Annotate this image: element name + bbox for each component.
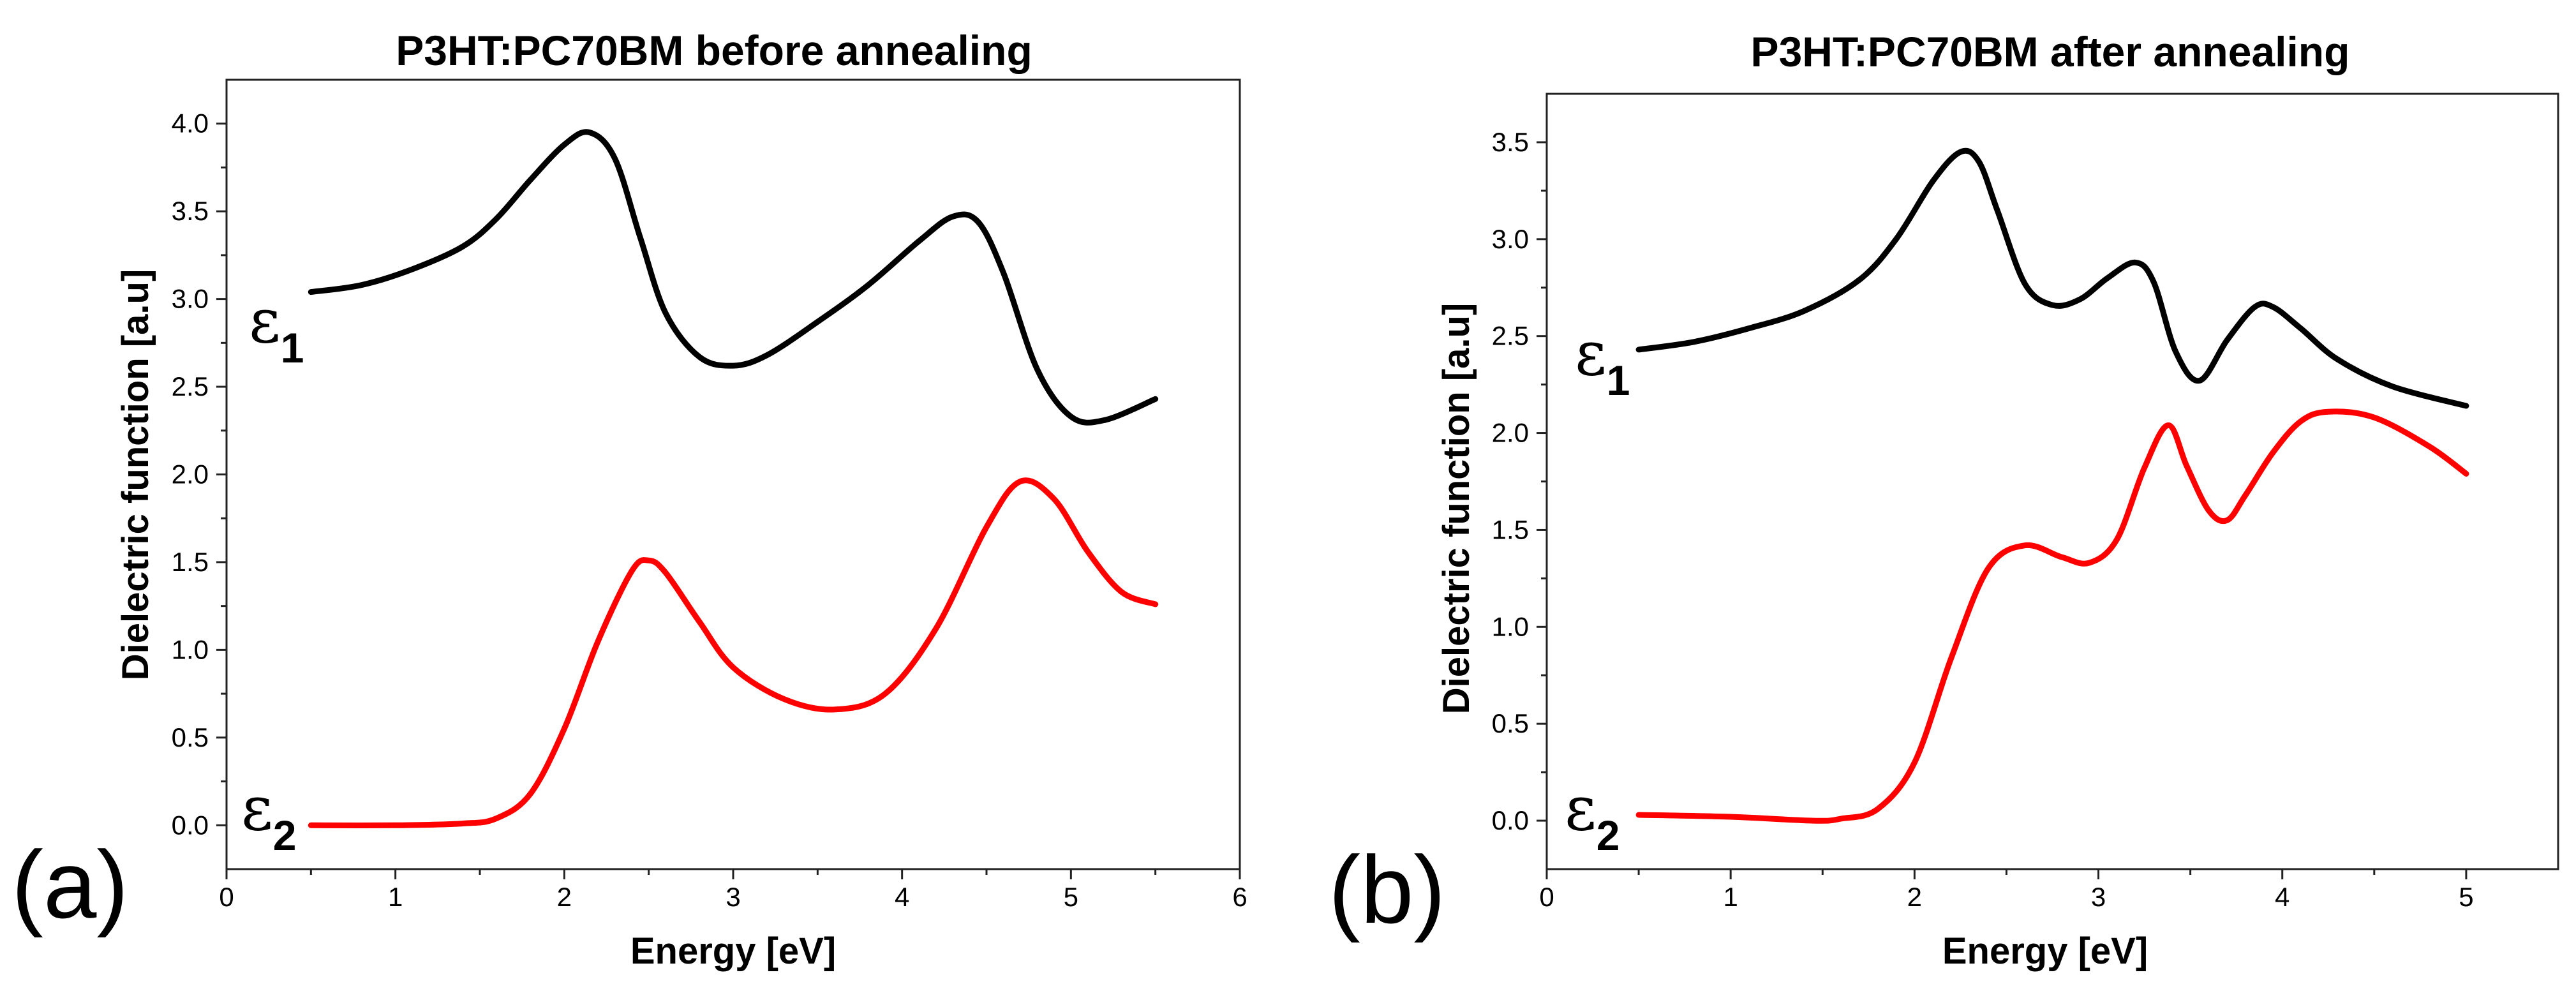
chart-b-panel-label: (b) (1329, 836, 1445, 943)
chart-a-ytick-label: 2.0 (172, 459, 209, 489)
chart-a-panel-label: (a) (11, 831, 128, 938)
chart-b-ytick-label: 3.0 (1492, 224, 1529, 254)
chart-a-ytick-label: 3.0 (172, 284, 209, 314)
chart-a-xtick-label: 1 (388, 882, 403, 912)
chart-b-xtick-label: 3 (2091, 882, 2106, 912)
chart-b-ytick-label: 2.5 (1492, 321, 1529, 351)
chart-b-ytick-label: 2.0 (1492, 418, 1529, 448)
chart-b-xlabel: Energy [eV] (1942, 930, 2148, 972)
chart-b-series-1-line (1635, 147, 2469, 409)
chart-a-xtick-labels: 0 1 2 3 4 5 6 (219, 882, 1247, 912)
panel-a-chart: P3HT:PC70BM before annealing 0.0 0.5 1.0 1.… (11, 27, 1247, 972)
chart-a-xlabel: Energy [eV] (630, 930, 836, 972)
chart-b-xtick-label: 2 (1907, 882, 1922, 912)
chart-a-ytick-label: 0.5 (172, 722, 209, 752)
chart-b-series (1635, 147, 2469, 824)
chart-b-series-2-label: ε2 (1565, 773, 1619, 859)
chart-a-series (308, 129, 1159, 828)
chart-a-ylabel: Dielectric function [a.u] (115, 269, 156, 681)
chart-a-ytick-labels: 0.0 0.5 1.0 1.5 2.0 2.5 3.0 3.5 4.0 (172, 108, 209, 840)
chart-a-ytick-label: 1.5 (172, 547, 209, 577)
chart-b-ytick-labels: 0.0 0.5 1.0 1.5 2.0 2.5 3.0 3.5 (1492, 127, 1529, 835)
chart-b-xtick-label: 1 (1724, 882, 1738, 912)
chart-a-xtick-label: 4 (895, 882, 909, 912)
chart-a-plot-area (225, 78, 1241, 870)
chart-b-ytick-label: 3.5 (1492, 127, 1529, 157)
chart-a-xtick-label: 0 (219, 882, 234, 912)
chart-b-ytick-label: 0.0 (1492, 805, 1529, 835)
chart-b-xtick-label: 5 (2459, 882, 2473, 912)
chart-a-ytick-label: 2.5 (172, 371, 209, 401)
chart-a-series-1-label: ε1 (249, 285, 304, 371)
chart-b-series-2-line (1635, 408, 2469, 824)
chart-a-ytick-label: 0.0 (172, 810, 209, 840)
chart-b-xtick-label: 0 (1539, 882, 1554, 912)
chart-a-series-2-label: ε2 (241, 773, 296, 859)
chart-a-xtick-label: 6 (1232, 882, 1247, 912)
chart-b-plot-area (1545, 93, 2559, 870)
panel-b-chart: P3HT:PC70BM after annealing 0.0 0.5 1.0 1.5… (1329, 28, 2559, 972)
chart-b-xtick-label: 4 (2275, 882, 2289, 912)
chart-a-title: P3HT:PC70BM before annealing (396, 27, 1032, 74)
chart-a-xtick-label: 5 (1064, 882, 1078, 912)
chart-b-title: P3HT:PC70BM after annealing (1751, 28, 2350, 75)
chart-b-series-1-label: ε1 (1575, 318, 1630, 404)
chart-b-ylabel: Dielectric function [a.u] (1436, 303, 1477, 715)
chart-a-ticks (216, 123, 1241, 879)
chart-b-ytick-label: 0.5 (1492, 708, 1529, 738)
chart-a-ytick-label: 3.5 (172, 196, 209, 226)
chart-a-series-1-line (308, 129, 1159, 426)
chart-b-ytick-label: 1.0 (1492, 611, 1529, 641)
chart-a-ytick-label: 1.0 (172, 634, 209, 664)
chart-a-xtick-label: 3 (726, 882, 740, 912)
chart-a-series-2-line (308, 477, 1159, 828)
chart-a-ytick-label: 4.0 (172, 108, 209, 138)
chart-b-ytick-label: 1.5 (1492, 514, 1529, 544)
chart-a-xtick-label: 2 (557, 882, 572, 912)
chart-b-xtick-labels: 0 1 2 3 4 5 (1539, 882, 2473, 912)
chart-b-ticks (1537, 141, 2468, 879)
